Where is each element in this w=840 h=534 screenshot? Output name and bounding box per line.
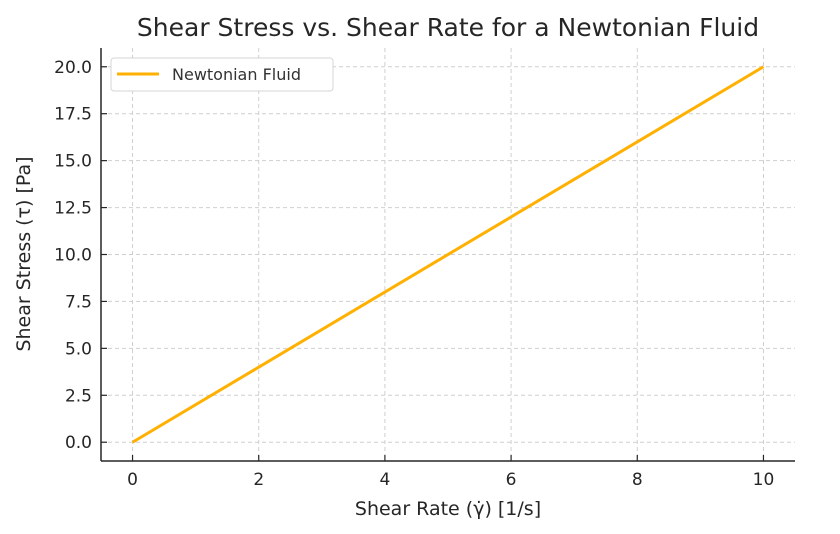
series-line-newtonian-fluid	[131, 65, 765, 444]
legend-label: Newtonian Fluid	[172, 65, 301, 84]
x-tick-label: 2	[253, 470, 264, 490]
y-tick-label: 2.5	[65, 386, 92, 406]
legend: Newtonian Fluid	[110, 57, 334, 92]
x-tick-label: 6	[506, 470, 517, 490]
ticks: 0 2 4 6 8 10 0.0 2.5 5.0 7.5 10.0 12.5 15.0 17.5 20.0	[54, 58, 774, 490]
y-tick-label: 15.0	[54, 152, 92, 172]
y-tick-label: 20.0	[54, 58, 92, 78]
y-axis-label: Shear Stress (τ) [Pa]	[13, 156, 35, 351]
y-tick-label: 10.0	[54, 246, 92, 266]
x-tick-label: 8	[632, 470, 643, 490]
y-tick-label: 5.0	[65, 339, 92, 359]
x-axis-label: Shear Rate (γ̇) [1/s]	[355, 498, 541, 520]
y-tick-label: 7.5	[65, 292, 92, 312]
chart-title: Shear Stress vs. Shear Rate for a Newton…	[137, 13, 759, 42]
y-tick-label: 0.0	[65, 433, 92, 453]
x-tick-label: 0	[127, 470, 138, 490]
series	[131, 65, 765, 444]
y-tick-label: 17.5	[54, 105, 92, 125]
legend-box	[110, 57, 334, 92]
x-tick-label: 10	[753, 470, 775, 490]
y-tick-label: 12.5	[54, 199, 92, 219]
x-tick-label: 4	[379, 470, 390, 490]
grid	[101, 48, 795, 461]
